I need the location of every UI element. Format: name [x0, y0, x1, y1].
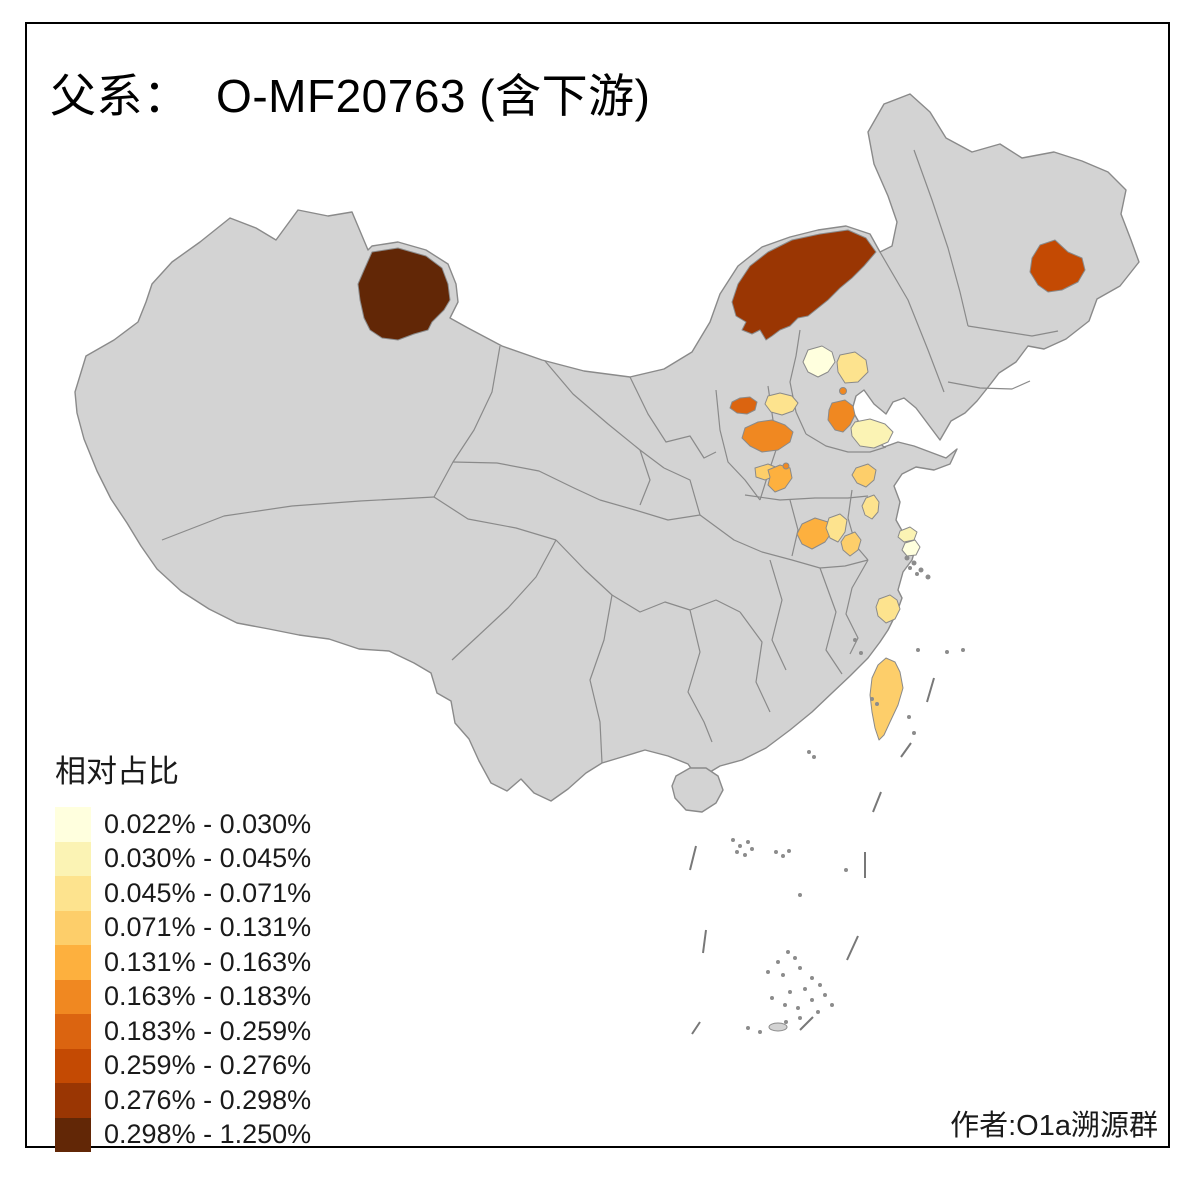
author-credit: 作者:O1a溯源群: [950, 1110, 1158, 1142]
legend-class-label: 0.298% - 1.250%: [104, 1119, 312, 1150]
legend-class-label: 0.030% - 0.045%: [104, 843, 312, 874]
legend-swatch: [55, 1014, 91, 1049]
map-region-southeast-shanxi: [741, 419, 794, 453]
map-region-northwest-shandong: [827, 399, 856, 433]
map-title: 父系： O-MF20763 (含下游): [50, 70, 651, 122]
map-region-east-zhejiang: [875, 594, 901, 624]
map-region-central-inner-mongolia: [731, 229, 877, 341]
nine-dash-line-segments: [689, 677, 935, 1035]
map-region-southwest-hebei: [764, 392, 799, 416]
island-specks: [731, 555, 965, 1034]
map-region-northeast-jiangsu: [851, 463, 877, 488]
legend-class-label: 0.131% - 0.163%: [104, 946, 312, 977]
spratly-islet: [768, 1022, 788, 1032]
legend-row: 0.022% - 0.030%: [55, 807, 311, 842]
legend-row: 0.131% - 0.163%: [55, 945, 311, 980]
legend-swatch: [55, 876, 91, 911]
map-region-central-shanxi: [729, 396, 758, 415]
legend-row: 0.183% - 0.259%: [55, 1014, 311, 1049]
legend-rows: 0.022% - 0.030% 0.030% - 0.045% 0.045% -…: [55, 807, 311, 1152]
legend-swatch: [55, 979, 91, 1014]
province-borders: [161, 149, 1059, 764]
legend-class-label: 0.071% - 0.131%: [104, 912, 312, 943]
map-region-north-xinjiang: [357, 247, 451, 341]
legend-row: 0.045% - 0.071%: [55, 876, 311, 911]
legend-swatch: [55, 841, 91, 876]
legend-row: 0.259% - 0.276%: [55, 1048, 312, 1083]
legend-row: 0.071% - 0.131%: [55, 910, 312, 945]
map-region-shanghai: [901, 539, 921, 557]
legend-class-label: 0.022% - 0.030%: [104, 808, 312, 839]
legend-swatch: [55, 910, 91, 945]
legend-swatch: [55, 1117, 91, 1152]
map-region-tianjin-dot: [839, 387, 847, 395]
legend-row: 0.030% - 0.045%: [55, 841, 312, 876]
legend-swatch: [55, 945, 91, 980]
map-region-southwest-jiangsu: [840, 531, 862, 557]
map-region-east-hebei: [836, 351, 869, 384]
legend-swatch: [55, 1048, 91, 1083]
map-region-beijing: [802, 345, 836, 378]
legend-row: 0.276% - 0.298%: [55, 1083, 311, 1118]
hainan-island-shape: [671, 767, 724, 813]
legend: 相对占比 0.022% - 0.030% 0.030% - 0.045% 0.0…: [55, 746, 311, 1152]
legend-swatch: [55, 807, 91, 842]
choropleth-regions: [357, 229, 1086, 741]
legend-class-label: 0.276% - 0.298%: [104, 1084, 312, 1115]
map-region-central-anhui-west: [796, 517, 833, 550]
legend-row: 0.298% - 1.250%: [55, 1117, 312, 1152]
legend-class-label: 0.259% - 0.276%: [104, 1050, 312, 1081]
mainland-china-shape: [74, 93, 1140, 802]
map-region-taiwan: [869, 657, 904, 741]
map-region-central-anhui-east: [825, 513, 848, 543]
legend-class-label: 0.183% - 0.259%: [104, 1015, 312, 1046]
map-region-north-henan-dot: [782, 462, 790, 470]
legend-class-label: 0.045% - 0.071%: [104, 877, 312, 908]
legend-class-label: 0.163% - 0.183%: [104, 981, 312, 1012]
legend-swatch: [55, 1083, 91, 1118]
map-region-east-heilongjiang: [1029, 239, 1086, 293]
legend-row: 0.163% - 0.183%: [55, 979, 312, 1014]
map-region-central-jiangsu: [861, 494, 880, 520]
map-region-central-shandong: [850, 418, 894, 449]
legend-title: 相对占比: [55, 754, 179, 789]
